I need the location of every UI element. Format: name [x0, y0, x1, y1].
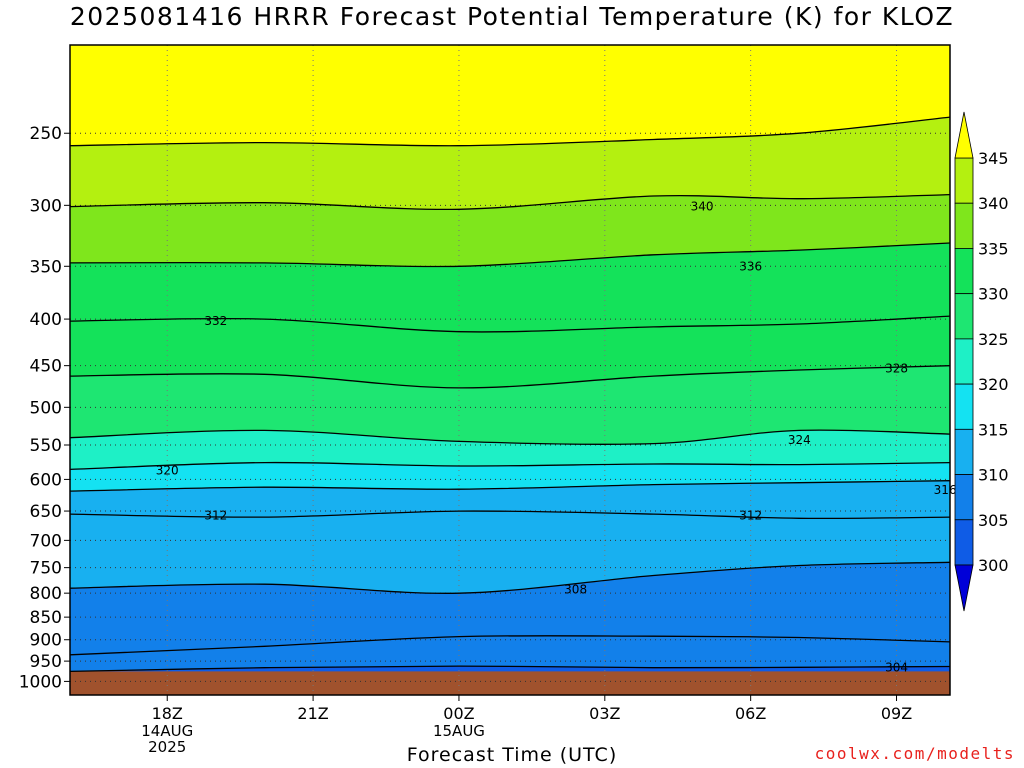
colorbar-bin — [954, 157, 974, 204]
colorbar-label: 330 — [978, 285, 1009, 304]
contour-312 — [70, 510, 950, 520]
y-tick-label: 500 — [30, 398, 62, 418]
y-tick-label: 600 — [30, 470, 62, 490]
x-date-label: 2025 — [148, 738, 186, 756]
colorbar-under-arrow — [954, 564, 974, 612]
colorbar-label: 310 — [978, 466, 1009, 485]
contour-label-312: 312 — [739, 508, 762, 522]
y-tick-label: 300 — [30, 196, 62, 216]
colorbar-label: 315 — [978, 420, 1009, 439]
x-tick-label: 09Z — [881, 704, 912, 723]
x-tick-label: 06Z — [735, 704, 766, 723]
contour-332 — [70, 315, 950, 333]
contour-label-324: 324 — [788, 433, 811, 447]
y-tick-label: 900 — [30, 631, 62, 651]
contour-label-340: 340 — [691, 200, 714, 214]
colorbar-label: 300 — [978, 556, 1009, 575]
colorbar-label: 335 — [978, 239, 1009, 258]
colorbar-bin — [954, 428, 974, 475]
contour-344 — [70, 116, 950, 147]
contour-labels: 3403363323323283243203163123123123083083… — [156, 200, 957, 675]
colorbar-label: 305 — [978, 511, 1009, 530]
contour-lines — [70, 116, 950, 673]
x-tick-label: 18Z — [152, 704, 183, 723]
contour-304 — [70, 665, 950, 673]
site-credit: coolwx.com/modelts — [814, 744, 1015, 763]
colorbar-bin — [954, 474, 974, 521]
y-axis: 250 300 350 400 450 500 550 600 650 700 750 800 850 9… — [19, 124, 70, 692]
colorbar-label: 345 — [978, 149, 1009, 168]
y-tick-label: 950 — [30, 652, 62, 672]
colorbar-label: 340 — [978, 194, 1009, 213]
plot-frame — [69, 44, 951, 696]
y-tick-label: 800 — [30, 584, 62, 604]
band-344 — [70, 45, 950, 146]
contour-306 — [70, 635, 950, 656]
x-tick-label: 03Z — [589, 704, 620, 723]
grid-lines — [70, 45, 950, 695]
contour-label-320: 320 — [156, 464, 179, 478]
x-tick-label: 00Z — [443, 704, 474, 723]
ground-layer — [70, 671, 950, 695]
contour-label-316: 316 — [934, 483, 957, 497]
y-tick-label: 1000 — [19, 672, 62, 692]
colorbar-bin — [954, 383, 974, 430]
y-tick-label: 650 — [30, 502, 62, 522]
y-tick-label: 250 — [30, 124, 62, 144]
contour-label-332: 332 — [204, 314, 227, 328]
colorbar-label: 320 — [978, 375, 1009, 394]
contour-336 — [70, 242, 950, 268]
y-tick-label: 400 — [30, 310, 62, 330]
contour-label-308: 308 — [564, 583, 587, 597]
contour-340 — [70, 193, 950, 211]
colorbar-label: 325 — [978, 330, 1009, 349]
y-tick-label: 550 — [30, 436, 62, 456]
temperature-bands — [70, 45, 950, 695]
y-tick-label: 450 — [30, 357, 62, 377]
colorbar-bin — [954, 202, 974, 249]
x-tick-label: 21Z — [297, 704, 328, 723]
colorbar-over-arrow — [954, 111, 974, 159]
colorbar-bin — [954, 519, 974, 566]
contour-320 — [70, 461, 950, 471]
ground — [70, 671, 950, 695]
y-tick-label: 700 — [30, 531, 62, 551]
colorbar-bin — [954, 293, 974, 340]
contour-308 — [70, 561, 950, 594]
y-tick-label: 850 — [30, 608, 62, 628]
contour-label-328: 328 — [885, 361, 908, 375]
contour-label-304: 304 — [885, 660, 908, 674]
contour-label-336: 336 — [739, 259, 762, 273]
x-axis-label: Forecast Time (UTC) — [406, 744, 618, 766]
contour-label-312: 312 — [204, 508, 227, 522]
x-date-label: 15AUG — [433, 722, 485, 740]
chart-title: 2025081416 HRRR Forecast Potential Tempe… — [69, 2, 955, 31]
colorbar: 345 340 335 330 325 320 315 310 305 300 — [954, 111, 1009, 612]
x-date-label: 14AUG — [141, 722, 193, 740]
colorbar-bin — [954, 338, 974, 385]
y-tick-label: 350 — [30, 257, 62, 277]
contour-316 — [70, 480, 950, 492]
colorbar-bin — [954, 248, 974, 295]
contour-324 — [70, 429, 950, 445]
y-tick-label: 750 — [30, 559, 62, 579]
contour-328 — [70, 365, 950, 389]
